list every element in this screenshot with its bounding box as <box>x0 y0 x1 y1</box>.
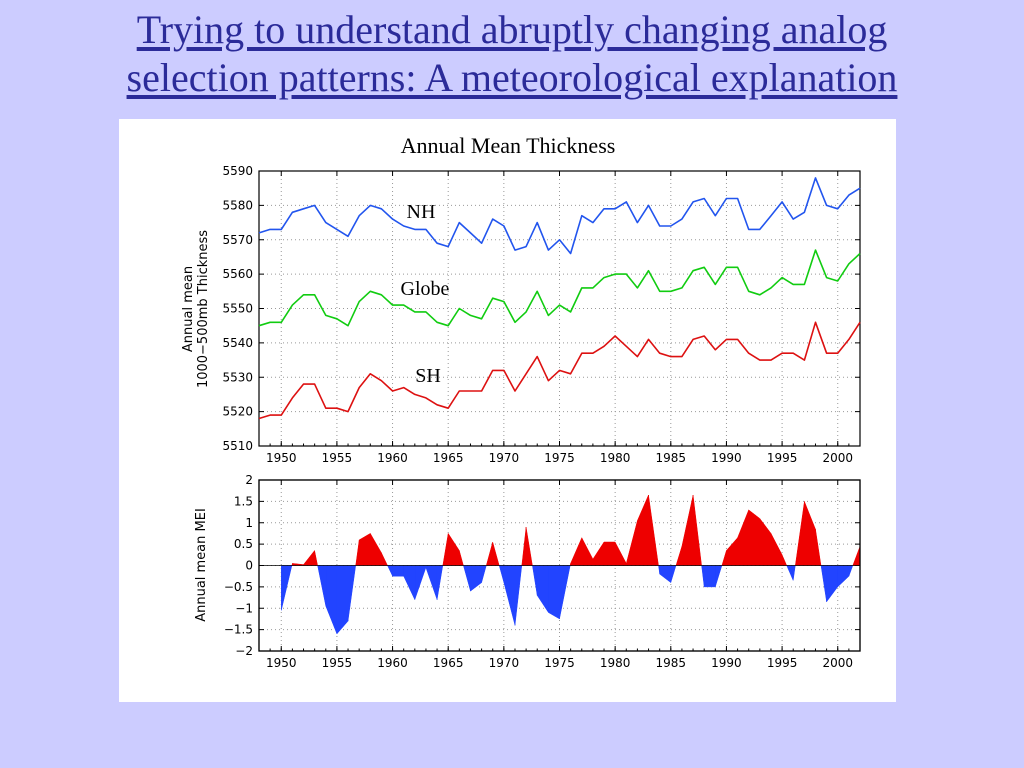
mei-xtick-label: 1990 <box>711 656 742 670</box>
slide-title: Trying to understand abruptly changing a… <box>0 6 1024 102</box>
mei-ytick-label: 0 <box>245 559 253 573</box>
mei-xtick-label: 1985 <box>656 656 687 670</box>
thickness-xtick-label: 1990 <box>711 451 742 465</box>
slide-title-link[interactable]: Trying to understand abruptly changing a… <box>127 7 898 100</box>
mei-ytick-label: 0.5 <box>234 537 253 551</box>
thickness-ytick-label: 5580 <box>222 198 253 212</box>
series-label-sh: SH <box>415 365 441 387</box>
thickness-xtick-label: 1965 <box>433 451 464 465</box>
mei-ytick-label: −0.5 <box>224 580 253 594</box>
mei-xtick-label: 2000 <box>822 656 853 670</box>
thickness-ytick-label: 5530 <box>222 370 253 384</box>
thickness-ytick-label: 5560 <box>222 267 253 281</box>
mei-ytick-label: 1.5 <box>234 494 253 508</box>
thickness-xtick-label: 1955 <box>322 451 353 465</box>
mei-xtick-label: 1960 <box>377 656 408 670</box>
slide-title-line2: selection patterns: A meteorological exp… <box>126 55 898 100</box>
mei-negative-area <box>281 565 854 635</box>
thickness-ytick-label: 5510 <box>222 439 253 453</box>
thickness-ytick-label: 5570 <box>222 233 253 247</box>
series-line-globe <box>258 249 861 327</box>
series-label-nh: NH <box>407 201 436 223</box>
series-line-sh <box>258 321 861 420</box>
mei-ytick-label: −1 <box>235 601 253 615</box>
thickness-ytick-label: 5520 <box>222 405 253 419</box>
thickness-xtick-label: 1980 <box>600 451 631 465</box>
thickness-ytick-label: 5540 <box>222 336 253 350</box>
series-label-globe: Globe <box>401 278 450 300</box>
thickness-ytick-label: 5590 <box>222 164 253 178</box>
thickness-ytick-label: 5550 <box>222 302 253 316</box>
thickness-chart-title: Annual Mean Thickness <box>401 133 616 158</box>
thickness-xtick-label: 1960 <box>377 451 408 465</box>
mei-xtick-label: 1955 <box>322 656 353 670</box>
thickness-xtick-label: 1985 <box>656 451 687 465</box>
series-line-nh <box>258 177 861 255</box>
mei-xtick-label: 1950 <box>266 656 297 670</box>
mei-ytick-label: 2 <box>245 473 253 487</box>
mei-xtick-label: 1965 <box>433 656 464 670</box>
thickness-xtick-label: 2000 <box>822 451 853 465</box>
mei-xtick-label: 1975 <box>544 656 575 670</box>
mei-xtick-label: 1995 <box>767 656 798 670</box>
mei-xtick-label: 1970 <box>489 656 520 670</box>
mei-ytick-label: −1.5 <box>224 623 253 637</box>
mei-positive-area <box>291 494 861 566</box>
figure-panel: Annual Mean Thickness Annual mean 1000−5… <box>119 119 896 702</box>
mei-ytick-label: −2 <box>235 644 253 658</box>
mei-ytick-label: 1 <box>245 516 253 530</box>
thickness-xtick-label: 1995 <box>767 451 798 465</box>
thickness-xtick-label: 1970 <box>489 451 520 465</box>
thickness-ylabel-line2: 1000−500mb Thickness <box>196 230 211 388</box>
thickness-xtick-label: 1975 <box>544 451 575 465</box>
thickness-ylabel-line1: Annual mean <box>181 266 196 352</box>
chart-figure: Annual Mean Thickness Annual mean 1000−5… <box>181 133 861 670</box>
mei-xtick-label: 1980 <box>600 656 631 670</box>
mei-ylabel: Annual mean MEI <box>194 508 209 622</box>
slide-title-line1: Trying to understand abruptly changing a… <box>136 7 888 52</box>
mei-frame-top <box>258 479 861 652</box>
thickness-xtick-label: 1950 <box>266 451 297 465</box>
thickness-frame <box>258 170 861 447</box>
